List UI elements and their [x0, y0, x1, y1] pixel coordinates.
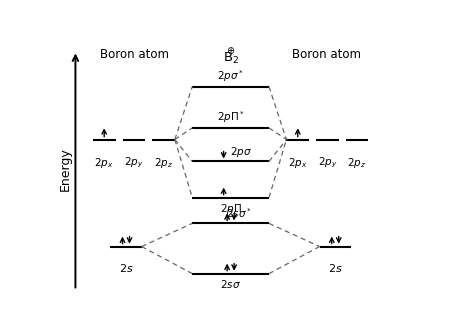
- Text: $2p\Pi^*$: $2p\Pi^*$: [217, 109, 244, 125]
- Text: $2p_z$: $2p_z$: [347, 155, 367, 170]
- Text: $2s\sigma$: $2s\sigma$: [220, 278, 241, 290]
- Text: $2p_z$: $2p_z$: [154, 155, 173, 170]
- Text: $2p_x$: $2p_x$: [288, 155, 307, 170]
- Text: $2p\Pi$: $2p\Pi$: [220, 202, 242, 216]
- Text: $2p_y$: $2p_y$: [318, 155, 337, 170]
- Text: $2s\sigma^*$: $2s\sigma^*$: [226, 206, 252, 220]
- Text: $2s$: $2s$: [119, 262, 133, 274]
- Text: Energy: Energy: [58, 147, 72, 191]
- Text: $\mathrm{B_2}$: $\mathrm{B_2}$: [223, 51, 238, 66]
- Text: $2s$: $2s$: [328, 262, 342, 274]
- Text: Boron atom: Boron atom: [100, 48, 169, 61]
- Text: $2p_x$: $2p_x$: [94, 155, 114, 170]
- Text: $2p\sigma^*$: $2p\sigma^*$: [217, 68, 244, 83]
- Text: $\oplus$: $\oplus$: [226, 45, 235, 56]
- Text: Boron atom: Boron atom: [292, 48, 361, 61]
- Text: $2p_y$: $2p_y$: [124, 155, 144, 170]
- Text: $2p\sigma$: $2p\sigma$: [230, 145, 252, 159]
